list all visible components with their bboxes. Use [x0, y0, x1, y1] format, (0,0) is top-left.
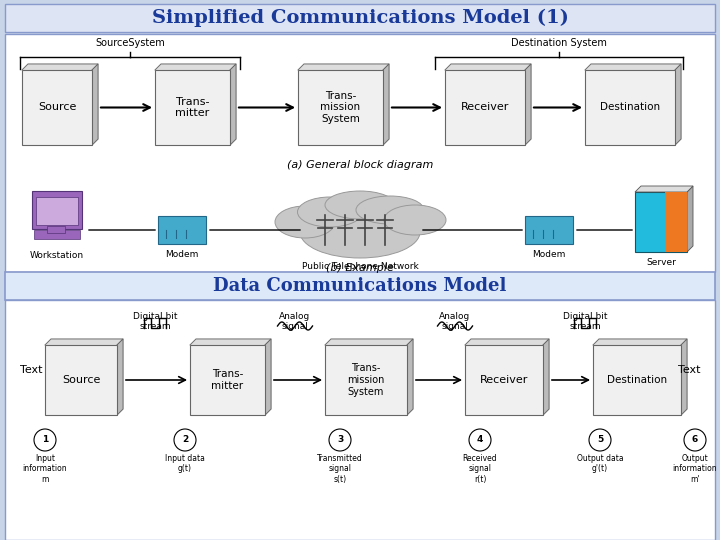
- Bar: [445, 70, 525, 145]
- Text: 3: 3: [337, 435, 343, 444]
- Polygon shape: [585, 64, 681, 70]
- Text: Server: Server: [646, 258, 676, 267]
- Polygon shape: [45, 339, 123, 345]
- Polygon shape: [543, 339, 549, 415]
- Text: Text: Text: [20, 365, 42, 375]
- Text: Receiver: Receiver: [480, 375, 528, 385]
- Polygon shape: [687, 186, 693, 252]
- Bar: [36, 197, 78, 225]
- Bar: [635, 192, 687, 252]
- Polygon shape: [445, 64, 531, 70]
- Polygon shape: [593, 339, 687, 345]
- Circle shape: [589, 429, 611, 451]
- Ellipse shape: [325, 191, 395, 219]
- Bar: [22, 70, 92, 145]
- Text: Trans-
mitter: Trans- mitter: [176, 97, 210, 118]
- Bar: [190, 345, 265, 415]
- Polygon shape: [117, 339, 123, 415]
- Polygon shape: [681, 339, 687, 415]
- Text: Input
information
m: Input information m: [23, 454, 67, 484]
- Text: Receiver: Receiver: [461, 103, 509, 112]
- Text: 1: 1: [42, 435, 48, 444]
- Polygon shape: [155, 64, 236, 70]
- Ellipse shape: [297, 197, 362, 227]
- Text: Trans-
mission
System: Trans- mission System: [320, 91, 361, 124]
- Text: Data Communications Model: Data Communications Model: [213, 277, 507, 295]
- Polygon shape: [190, 339, 271, 345]
- Bar: [325, 345, 407, 415]
- Text: 2: 2: [182, 435, 188, 444]
- Bar: [47, 226, 65, 233]
- Bar: [45, 345, 117, 415]
- Polygon shape: [298, 64, 389, 70]
- Bar: [158, 216, 206, 244]
- Ellipse shape: [356, 196, 424, 224]
- Text: Output
information
m': Output information m': [672, 454, 717, 484]
- Text: Text: Text: [678, 365, 700, 375]
- Text: Analog
signal: Analog signal: [439, 312, 471, 332]
- Polygon shape: [383, 64, 389, 145]
- Text: SourceSystem: SourceSystem: [95, 38, 165, 48]
- Polygon shape: [407, 339, 413, 415]
- Circle shape: [469, 429, 491, 451]
- Bar: [298, 70, 383, 145]
- Text: Destination System: Destination System: [511, 38, 607, 48]
- Ellipse shape: [275, 206, 335, 238]
- Text: Output data
g'(t): Output data g'(t): [577, 454, 624, 474]
- Circle shape: [34, 429, 56, 451]
- Polygon shape: [22, 64, 98, 70]
- Text: Source: Source: [38, 103, 76, 112]
- Polygon shape: [635, 186, 693, 192]
- Text: Workstation: Workstation: [30, 251, 84, 260]
- Bar: [665, 192, 687, 252]
- Text: 6: 6: [692, 435, 698, 444]
- Text: Transmitted
signal
s(t): Transmitted signal s(t): [317, 454, 363, 484]
- Text: Source: Source: [62, 375, 100, 385]
- Bar: [5, 4, 715, 32]
- Text: Simplified Communications Model (1): Simplified Communications Model (1): [152, 9, 568, 27]
- Circle shape: [684, 429, 706, 451]
- Bar: [585, 70, 675, 145]
- Text: Trans-
mitter: Trans- mitter: [212, 369, 243, 391]
- Ellipse shape: [384, 205, 446, 235]
- Text: Public Telephone Network: Public Telephone Network: [302, 262, 418, 271]
- Text: 5: 5: [597, 435, 603, 444]
- Polygon shape: [465, 339, 549, 345]
- Circle shape: [329, 429, 351, 451]
- Bar: [5, 272, 715, 300]
- Text: Input data
g(t): Input data g(t): [165, 454, 205, 474]
- Text: Destination: Destination: [607, 375, 667, 385]
- Text: Trans-
mission
System: Trans- mission System: [347, 363, 384, 396]
- Bar: [32, 191, 82, 229]
- Text: Destination: Destination: [600, 103, 660, 112]
- Bar: [465, 345, 543, 415]
- Text: Analog
signal: Analog signal: [279, 312, 310, 332]
- Text: 4: 4: [477, 435, 483, 444]
- Bar: [525, 216, 573, 244]
- Text: (b) Example: (b) Example: [326, 263, 394, 273]
- Polygon shape: [265, 339, 271, 415]
- Text: Received
signal
r(t): Received signal r(t): [463, 454, 498, 484]
- Bar: [5, 34, 715, 272]
- Bar: [155, 70, 230, 145]
- Bar: [593, 345, 681, 415]
- Bar: [5, 300, 715, 540]
- Bar: [34, 230, 80, 239]
- Polygon shape: [325, 339, 413, 345]
- Polygon shape: [92, 64, 98, 145]
- Text: Digital bit
stream: Digital bit stream: [563, 312, 607, 332]
- Text: Digital bit
stream: Digital bit stream: [132, 312, 177, 332]
- Polygon shape: [675, 64, 681, 145]
- Polygon shape: [230, 64, 236, 145]
- Ellipse shape: [300, 206, 420, 258]
- Text: Modem: Modem: [166, 250, 199, 259]
- Text: (a) General block diagram: (a) General block diagram: [287, 160, 433, 170]
- Circle shape: [174, 429, 196, 451]
- Polygon shape: [525, 64, 531, 145]
- Text: Modem: Modem: [532, 250, 566, 259]
